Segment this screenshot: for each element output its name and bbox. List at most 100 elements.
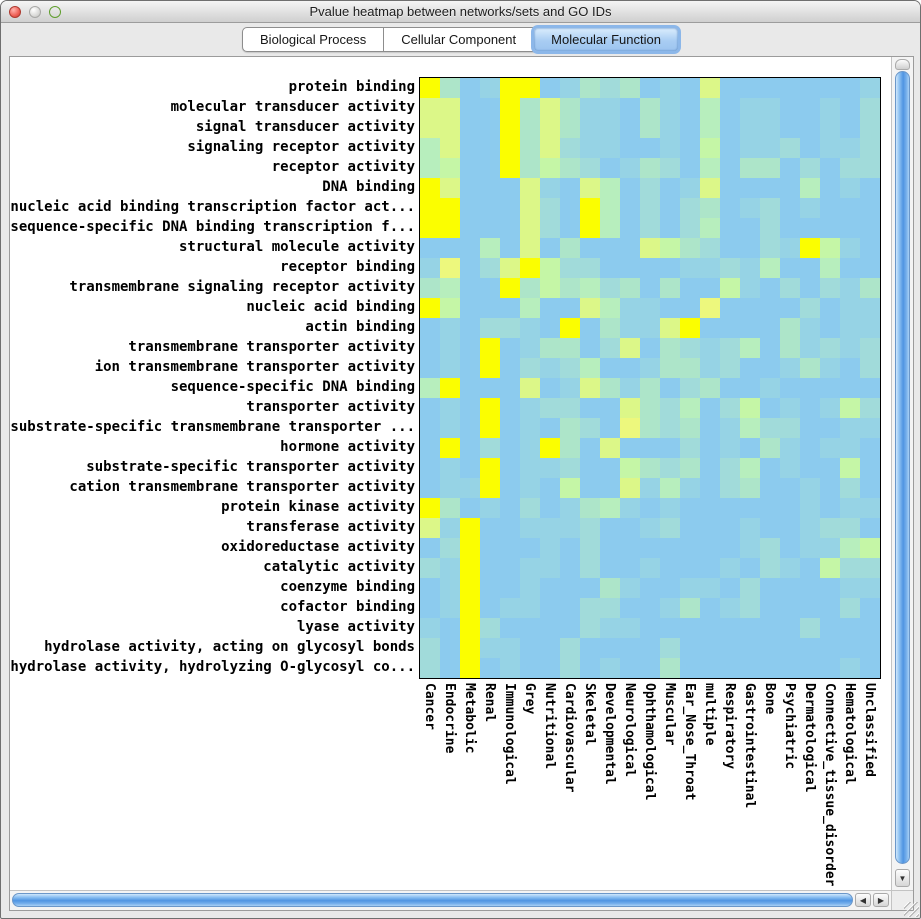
heatmap-cell bbox=[720, 258, 740, 278]
heatmap-cell bbox=[760, 118, 780, 138]
heatmap-cell bbox=[500, 158, 520, 178]
heatmap-cell bbox=[640, 398, 660, 418]
heatmap-cell bbox=[800, 638, 820, 658]
heatmap-cell bbox=[820, 578, 840, 598]
heatmap-cell bbox=[740, 538, 760, 558]
heatmap-cell bbox=[860, 218, 880, 238]
heatmap-cell bbox=[480, 418, 500, 438]
row-label: hydrolase activity, hydrolyzing O-glycos… bbox=[10, 659, 415, 675]
heatmap-cell bbox=[600, 278, 620, 298]
heatmap-cell bbox=[440, 658, 460, 678]
heatmap-cell bbox=[580, 138, 600, 158]
heatmap-cell bbox=[700, 258, 720, 278]
column-label: Dermatological bbox=[802, 683, 817, 793]
heatmap-cell bbox=[600, 218, 620, 238]
horizontal-scrollbar-thumb[interactable] bbox=[12, 893, 853, 907]
heatmap-cell bbox=[720, 118, 740, 138]
heatmap-cell bbox=[840, 118, 860, 138]
heatmap-cell bbox=[660, 418, 680, 438]
heatmap-cell bbox=[500, 458, 520, 478]
zoom-icon[interactable] bbox=[49, 6, 61, 18]
row-label: sequence-specific DNA binding transcript… bbox=[10, 219, 415, 235]
heatmap-cell bbox=[420, 418, 440, 438]
close-icon[interactable] bbox=[9, 6, 21, 18]
scroll-down-icon[interactable]: ▼ bbox=[895, 869, 910, 887]
heatmap-cell bbox=[560, 278, 580, 298]
row-label: nucleic acid binding bbox=[246, 299, 415, 315]
heatmap-cell bbox=[560, 458, 580, 478]
scroll-left-icon[interactable]: ◀ bbox=[855, 893, 871, 907]
heatmap-cell bbox=[580, 578, 600, 598]
heatmap-cell bbox=[760, 658, 780, 678]
heatmap-cell bbox=[500, 478, 520, 498]
heatmap-cell bbox=[560, 598, 580, 618]
heatmap-cell bbox=[720, 658, 740, 678]
heatmap-cell bbox=[560, 398, 580, 418]
heatmap-cell bbox=[420, 338, 440, 358]
heatmap-cell bbox=[600, 538, 620, 558]
heatmap-cell bbox=[840, 178, 860, 198]
heatmap-cell bbox=[480, 658, 500, 678]
heatmap-cell bbox=[760, 178, 780, 198]
heatmap-cell bbox=[780, 378, 800, 398]
minimize-icon[interactable] bbox=[29, 6, 41, 18]
heatmap-cell bbox=[480, 558, 500, 578]
heatmap-cell bbox=[760, 598, 780, 618]
column-label: Muscular bbox=[662, 683, 677, 746]
column-label: Cancer bbox=[422, 683, 437, 730]
heatmap-cell bbox=[500, 378, 520, 398]
resize-grip-icon[interactable] bbox=[904, 902, 919, 917]
heatmap-cell bbox=[800, 358, 820, 378]
vertical-scrollbar[interactable]: ▼ bbox=[891, 57, 913, 890]
heatmap-cell bbox=[700, 218, 720, 238]
heatmap-cell bbox=[460, 618, 480, 638]
heatmap-cell bbox=[500, 278, 520, 298]
heatmap-cell bbox=[780, 618, 800, 638]
heatmap-cell bbox=[460, 598, 480, 618]
heatmap-cell bbox=[860, 78, 880, 98]
tab-molecular-function[interactable]: Molecular Function bbox=[534, 28, 678, 51]
heatmap-cell bbox=[860, 98, 880, 118]
heatmap-cell bbox=[480, 638, 500, 658]
heatmap-cell bbox=[780, 178, 800, 198]
heatmap-cell bbox=[560, 358, 580, 378]
heatmap-cell bbox=[720, 138, 740, 158]
window-titlebar[interactable]: Pvalue heatmap between networks/sets and… bbox=[1, 1, 920, 23]
heatmap-cell bbox=[500, 538, 520, 558]
heatmap-cell bbox=[440, 598, 460, 618]
vertical-scrollbar-thumb[interactable] bbox=[895, 71, 910, 864]
heatmap-cell bbox=[440, 78, 460, 98]
heatmap-cell bbox=[440, 118, 460, 138]
heatmap-cell bbox=[460, 78, 480, 98]
vertical-scrollbar-cap bbox=[895, 59, 910, 70]
heatmap-cell bbox=[640, 78, 660, 98]
heatmap-cell bbox=[860, 158, 880, 178]
heatmap-cell bbox=[800, 218, 820, 238]
horizontal-scrollbar[interactable]: ◀ ▶ bbox=[10, 890, 891, 910]
heatmap-cell bbox=[680, 98, 700, 118]
tab-cellular-component[interactable]: Cellular Component bbox=[384, 28, 535, 51]
heatmap-cell bbox=[460, 658, 480, 678]
tab-biological-process[interactable]: Biological Process bbox=[243, 28, 385, 51]
heatmap-cell bbox=[680, 318, 700, 338]
heatmap-cell bbox=[800, 598, 820, 618]
row-label: oxidoreductase activity bbox=[221, 539, 415, 555]
heatmap-cell bbox=[460, 578, 480, 598]
heatmap-cell bbox=[640, 338, 660, 358]
heatmap-cell bbox=[700, 138, 720, 158]
heatmap-cell bbox=[460, 358, 480, 378]
heatmap-cell bbox=[600, 398, 620, 418]
heatmap-cell bbox=[460, 638, 480, 658]
column-label: Hematological bbox=[842, 683, 857, 785]
heatmap-cell bbox=[840, 358, 860, 378]
heatmap-cell bbox=[860, 558, 880, 578]
heatmap-cell bbox=[680, 598, 700, 618]
heatmap-cell bbox=[740, 418, 760, 438]
heatmap-cell bbox=[840, 278, 860, 298]
heatmap-cell bbox=[460, 518, 480, 538]
heatmap-cell bbox=[500, 118, 520, 138]
heatmap-cell bbox=[700, 358, 720, 378]
scroll-right-icon[interactable]: ▶ bbox=[873, 893, 889, 907]
heatmap-cell bbox=[700, 598, 720, 618]
tab-strip: Biological Process Cellular Component Mole… bbox=[1, 23, 920, 56]
